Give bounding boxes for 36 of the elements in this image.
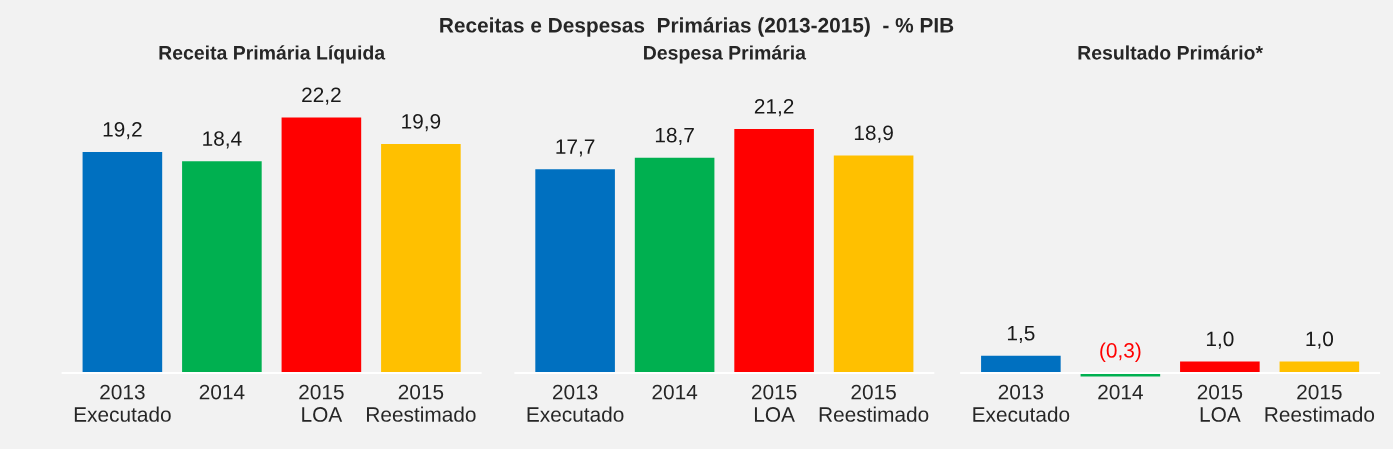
data-label: 19,9 [402,113,441,132]
chart-subtitle: Despesa Primária [644,45,807,64]
x-tick-label: 2014 [199,384,245,400]
data-label: 18,4 [203,131,242,149]
data-label: (0,3) [1100,342,1141,362]
data-label: 18,7 [655,127,694,145]
data-label: 22,2 [302,87,341,105]
x-tick-label: 2014 [652,384,698,400]
x-tick-label: 2015 Reestimado [819,384,929,422]
data-label: 1,5 [1007,325,1035,343]
data-label: 1,0 [1306,331,1334,349]
data-label: 1,0 [1206,331,1234,349]
x-tick-label: 2015 Reestimado [367,384,476,422]
chart-subtitle: Resultado Primário* [1078,45,1264,60]
x-tick-label: 2013 Executado [973,384,1070,422]
chart-subtitle: Receita Primária Líquida [159,45,386,64]
bar [734,128,814,374]
bar [634,157,715,374]
x-tick-label: 2014 [1098,384,1143,400]
x-tick-label: 2015 Reestimado [1265,384,1375,422]
data-label: 18,9 [854,125,893,143]
x-tick-label: 2015 LOA [1197,384,1243,422]
bar [281,117,362,374]
x-tick-label: 2015 LOA [299,384,344,422]
bar [833,155,914,374]
bar [82,151,163,374]
data-label: 19,2 [103,121,142,140]
bar [381,143,461,374]
bar [535,169,615,374]
x-tick-label: 2015 LOA [751,384,797,422]
x-tick-label: 2013 Executado [527,384,624,422]
x-tick-label: 2013 Executado [74,384,171,422]
data-label: 21,2 [754,98,794,117]
text: Receitas e Despesas Primárias (2013-2015) - % PIB [440,17,954,37]
bar [182,161,262,374]
data-label: 17,7 [556,139,595,157]
